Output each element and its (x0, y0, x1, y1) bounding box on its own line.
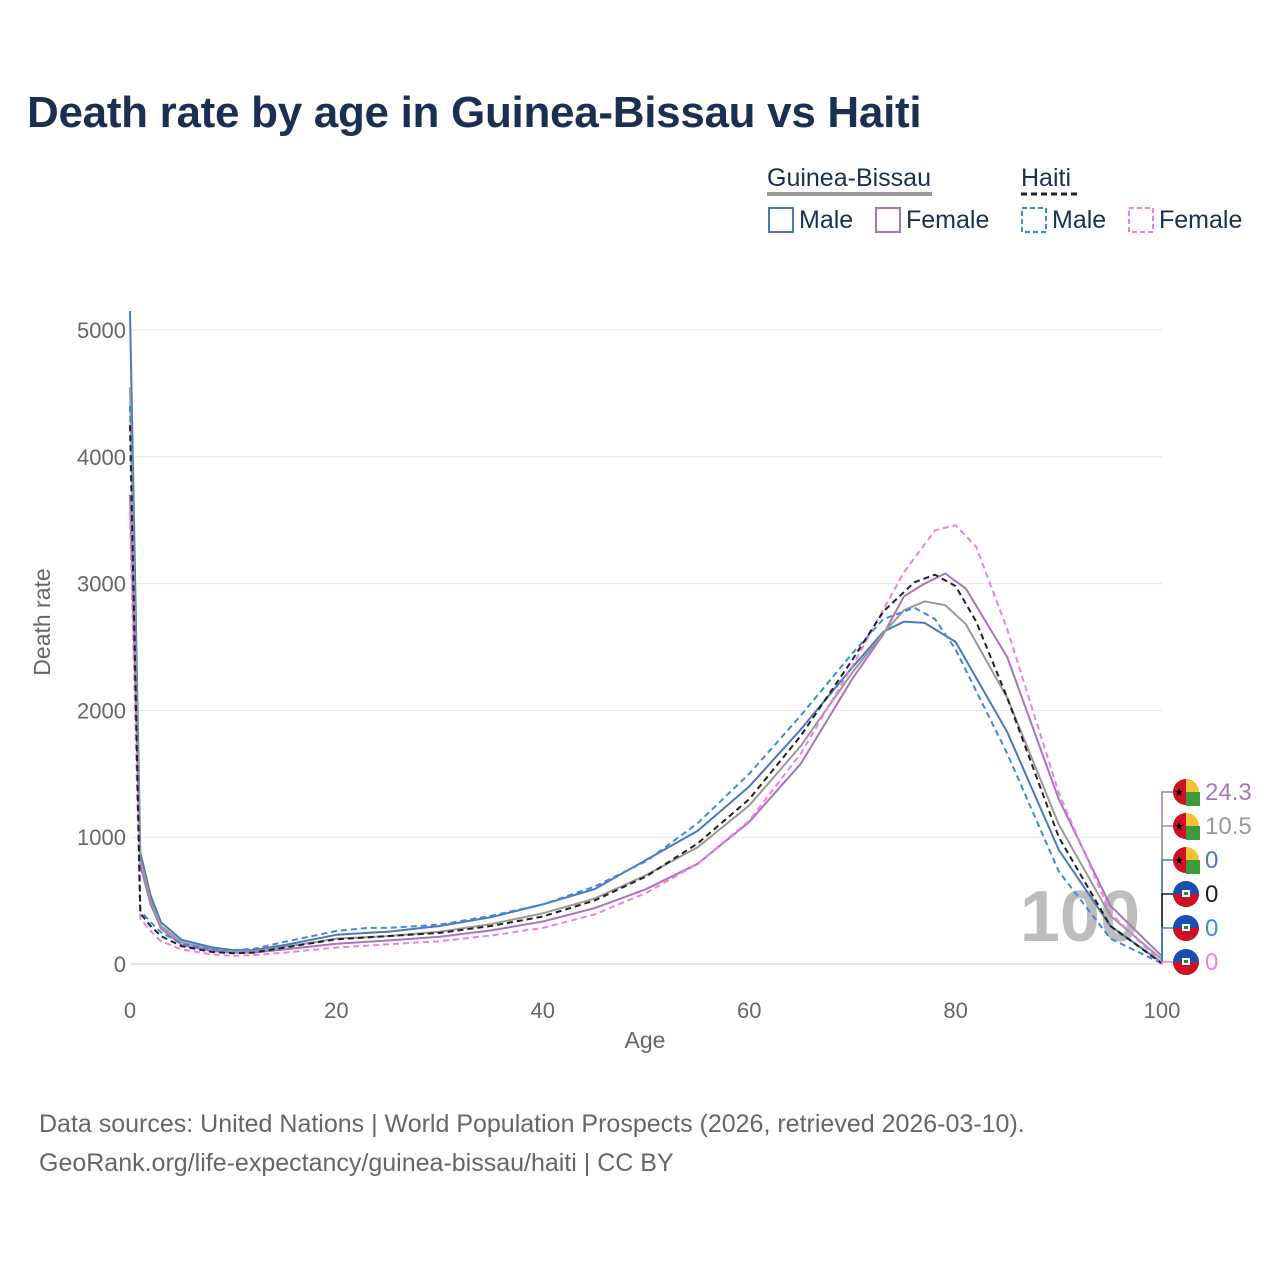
series-line-guinea-bissau-female (129, 494, 1163, 958)
series-line-haiti-female (129, 513, 1163, 965)
y-axis-title: Death rate (29, 568, 55, 675)
series-line-guinea-bissau-total (129, 387, 1163, 961)
y-axis: 0 1000 2000 3000 4000 5000 (77, 318, 126, 977)
end-label-value: 0 (1205, 915, 1218, 942)
legend-label-gb-male: Male (799, 206, 853, 234)
legend-swatch-gb-female (875, 207, 901, 233)
chart-title: Death rate by age in Guinea-Bissau vs Ha… (27, 88, 922, 137)
end-label-value: 10.5 (1205, 813, 1252, 840)
grid-lines (130, 329, 1162, 965)
end-label-value: 24.3 (1205, 779, 1252, 806)
x-axis: 0 20 40 60 80 100 (124, 998, 1180, 1023)
footer: Data sources: United Nations | World Pop… (39, 1105, 1025, 1183)
haiti-flag-icon (1173, 949, 1199, 975)
x-axis-title: Age (625, 1027, 666, 1053)
y-tick-label-3000: 3000 (77, 572, 126, 597)
end-label-value: 0 (1205, 949, 1218, 976)
end-label-value: 0 (1205, 881, 1218, 908)
x-tick-label-40: 40 (531, 998, 555, 1023)
end-label-connector (1161, 825, 1174, 964)
x-tick-label-0: 0 (124, 998, 136, 1023)
y-tick-label-4000: 4000 (77, 445, 126, 470)
guinea-bissau-flag-icon (1173, 779, 1200, 806)
legend-label-haiti-male: Male (1052, 206, 1106, 234)
guinea-bissau-flag-icon (1173, 813, 1200, 840)
x-tick-label-20: 20 (324, 998, 348, 1023)
legend-swatch-haiti-female (1128, 207, 1154, 233)
series-line-guinea-bissau-male (129, 310, 1163, 964)
legend-swatch-gb-male (768, 207, 794, 233)
y-tick-label-0: 0 (114, 952, 126, 977)
series-lines (129, 310, 1163, 965)
footer-link[interactable]: GeoRank.org/life-expectancy/guinea-bissa… (39, 1149, 674, 1177)
end-label-connector (1161, 961, 1174, 964)
y-tick-label-2000: 2000 (77, 698, 126, 723)
legend-label-gb-female: Female (906, 206, 989, 234)
haiti-flag-icon (1173, 915, 1199, 941)
end-label-connector (1161, 859, 1174, 964)
end-labels: 24.3 10.5 0 0 0 0 (1161, 779, 1252, 976)
legend-haiti-title: Haiti (1021, 164, 1071, 192)
legend-swatch-haiti-male (1021, 207, 1047, 233)
y-tick-label-5000: 5000 (77, 318, 126, 343)
end-label-connector (1161, 791, 1174, 964)
x-tick-label-80: 80 (943, 998, 967, 1023)
end-label-connector (1161, 927, 1174, 964)
guinea-bissau-flag-icon (1173, 847, 1200, 874)
end-label-connector (1161, 893, 1174, 964)
series-line-haiti-total (129, 425, 1163, 965)
legend: Guinea-Bissau Haiti Male Female Male Fem… (767, 164, 1242, 234)
footer-sources: Data sources: United Nations | World Pop… (39, 1110, 1025, 1138)
end-label-value: 0 (1205, 847, 1218, 874)
legend-guinea-bissau-title: Guinea-Bissau (767, 164, 931, 192)
haiti-flag-icon (1173, 881, 1199, 907)
legend-label-haiti-female: Female (1159, 206, 1242, 234)
y-tick-label-1000: 1000 (77, 825, 126, 850)
x-tick-label-60: 60 (737, 998, 761, 1023)
series-line-haiti-male (129, 406, 1163, 965)
x-tick-label-100: 100 (1144, 998, 1181, 1023)
